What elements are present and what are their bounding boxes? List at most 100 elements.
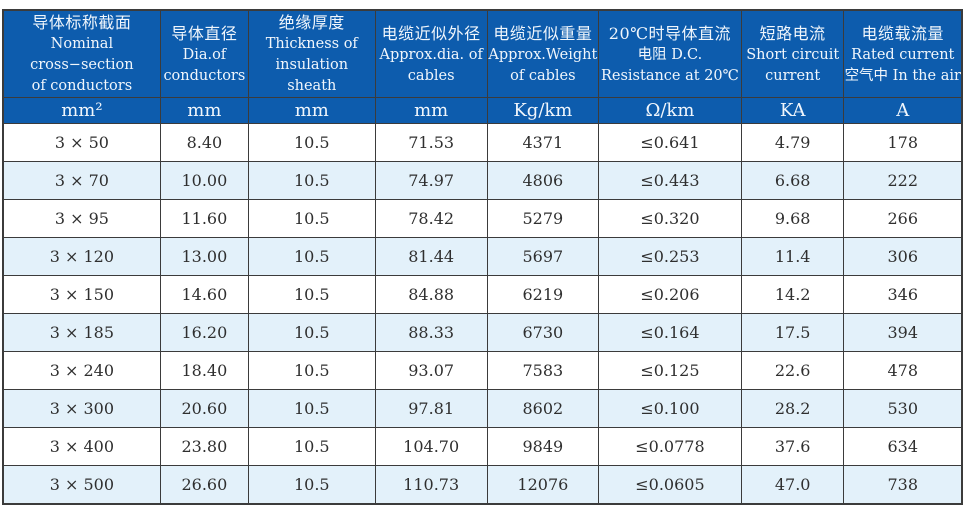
cell-approx-dia: 78.42 [374, 199, 488, 238]
cell-insulation-thickness: 10.5 [247, 275, 376, 314]
cell-cross-section: 3 × 50 [2, 123, 161, 162]
header-line-en: Approx.dia. of [379, 46, 483, 63]
cell-rated-current: 306 [843, 237, 963, 276]
header-line-en: Rated current [851, 46, 955, 63]
header-row: 导体标称截面 Nominal cross−section of conductors… [2, 9, 963, 98]
cell-rated-current: 394 [843, 313, 963, 352]
cell-dia-of-conductors: 26.60 [159, 465, 249, 505]
cell-dia-of-conductors: 8.40 [159, 123, 249, 162]
cell-dia-of-conductors: 18.40 [159, 351, 249, 390]
cable-spec-table: 导体标称截面 Nominal cross−section of conductors… [2, 9, 963, 505]
cell-rated-current: 222 [843, 161, 963, 200]
column-header-approx-dia: 电缆近似外径 Approx.dia. of cables [374, 9, 488, 98]
cell-short-circuit-current: 14.2 [740, 275, 845, 314]
cell-approx-weight: 7583 [486, 351, 599, 390]
cell-short-circuit-current: 28.2 [740, 389, 845, 428]
header-line-zh: 绝缘厚度 [278, 13, 345, 32]
cell-cross-section: 3 × 120 [2, 237, 161, 276]
unit-rated-current: A [843, 97, 963, 124]
unit-approx-dia: mm [374, 97, 488, 124]
header-line-en: 空气中 In the air [844, 67, 961, 84]
header-line-zh: 短路电流 [759, 23, 826, 43]
header-line-en: of conductors [31, 78, 133, 94]
table-row: 3 × 50 8.40 10.5 71.53 4371 ≤0.641 4.79 178 [2, 123, 963, 162]
cell-cross-section: 3 × 400 [2, 427, 161, 466]
cell-dia-of-conductors: 13.00 [159, 237, 249, 276]
cell-approx-weight: 6219 [486, 275, 599, 314]
cell-dc-resistance: ≤0.320 [597, 199, 742, 238]
cell-dc-resistance: ≤0.641 [597, 123, 742, 162]
header-line-en: Approx.Weight [488, 46, 598, 63]
cell-approx-weight: 12076 [486, 465, 599, 505]
header-line-zh: 导体直径 [171, 23, 238, 43]
cell-rated-current: 634 [843, 427, 963, 466]
cell-approx-weight: 8602 [486, 389, 599, 428]
header-line-en: of cables [510, 67, 576, 84]
cell-cross-section: 3 × 500 [2, 465, 161, 505]
cell-approx-dia: 88.33 [374, 313, 488, 352]
header-line-zh: 电缆近似重量 [493, 23, 593, 43]
column-header-dia-of-conductors: 导体直径 Dia.of conductors [159, 9, 249, 98]
cell-insulation-thickness: 10.5 [247, 465, 376, 505]
cell-approx-weight: 6730 [486, 313, 599, 352]
cell-dc-resistance: ≤0.0605 [597, 465, 742, 505]
table-header: 导体标称截面 Nominal cross−section of conductors… [2, 9, 963, 124]
header-line-en: current [765, 67, 821, 84]
cell-rated-current: 738 [843, 465, 963, 505]
cell-dia-of-conductors: 16.20 [159, 313, 249, 352]
header-line-en: Short circuit [746, 46, 840, 63]
unit-approx-weight: Kg/km [486, 97, 599, 124]
header-line-zh: 电缆载流量 [861, 23, 944, 43]
cell-approx-weight: 5279 [486, 199, 599, 238]
cell-insulation-thickness: 10.5 [247, 351, 376, 390]
cell-rated-current: 346 [843, 275, 963, 314]
header-line-en: conductors [163, 67, 246, 84]
cell-approx-weight: 5697 [486, 237, 599, 276]
table-row: 3 × 95 11.60 10.5 78.42 5279 ≤0.320 9.68 266 [2, 199, 963, 238]
table-row: 3 × 240 18.40 10.5 93.07 7583 ≤0.125 22.6 478 [2, 351, 963, 390]
unit-short-circuit-current: KA [740, 97, 845, 124]
cell-approx-dia: 93.07 [374, 351, 488, 390]
cell-short-circuit-current: 9.68 [740, 199, 845, 238]
cell-cross-section: 3 × 300 [2, 389, 161, 428]
header-line-zh: 电缆近似外径 [381, 23, 481, 43]
cell-approx-dia: 110.73 [374, 465, 488, 505]
unit-cross-section: mm² [2, 97, 161, 124]
header-line-en: cables [407, 67, 455, 84]
column-header-approx-weight: 电缆近似重量 Approx.Weight of cables [486, 9, 599, 98]
cell-insulation-thickness: 10.5 [247, 161, 376, 200]
column-header-dc-resistance: 20℃时导体直流 电阻 D.C. Resistance at 20℃ [597, 9, 742, 98]
cell-short-circuit-current: 37.6 [740, 427, 845, 466]
unit-dia-of-conductors: mm [159, 97, 249, 124]
cell-approx-dia: 81.44 [374, 237, 488, 276]
cell-cross-section: 3 × 95 [2, 199, 161, 238]
header-line-en: Resistance at 20℃ [600, 67, 739, 84]
header-line-zh: 20℃时导体直流 [608, 23, 732, 43]
table-body: 3 × 50 8.40 10.5 71.53 4371 ≤0.641 4.79 178 3 × … [2, 123, 963, 505]
cell-short-circuit-current: 47.0 [740, 465, 845, 505]
cell-approx-dia: 104.70 [374, 427, 488, 466]
cell-cross-section: 3 × 70 [2, 161, 161, 200]
cell-dia-of-conductors: 23.80 [159, 427, 249, 466]
cell-short-circuit-current: 17.5 [740, 313, 845, 352]
cell-dc-resistance: ≤0.125 [597, 351, 742, 390]
cell-rated-current: 530 [843, 389, 963, 428]
cell-approx-dia: 74.97 [374, 161, 488, 200]
units-row: mm² mm mm mm Kg/km Ω/km KA A [2, 97, 963, 124]
cell-dc-resistance: ≤0.206 [597, 275, 742, 314]
table-row: 3 × 120 13.00 10.5 81.44 5697 ≤0.253 11.4 306 [2, 237, 963, 276]
cell-approx-dia: 84.88 [374, 275, 488, 314]
cell-cross-section: 3 × 240 [2, 351, 161, 390]
header-line-en: insulation sheath [275, 57, 349, 94]
cell-rated-current: 178 [843, 123, 963, 162]
cell-approx-weight: 4806 [486, 161, 599, 200]
cell-insulation-thickness: 10.5 [247, 389, 376, 428]
column-header-short-circuit-current: 短路电流 Short circuit current [740, 9, 845, 98]
table-row: 3 × 185 16.20 10.5 88.33 6730 ≤0.164 17.5 394 [2, 313, 963, 352]
cell-dc-resistance: ≤0.443 [597, 161, 742, 200]
cell-insulation-thickness: 10.5 [247, 427, 376, 466]
table-row: 3 × 300 20.60 10.5 97.81 8602 ≤0.100 28.2 530 [2, 389, 963, 428]
cell-approx-dia: 97.81 [374, 389, 488, 428]
header-line-en: 电阻 D.C. [637, 46, 703, 63]
header-line-en: Dia.of [182, 46, 227, 63]
